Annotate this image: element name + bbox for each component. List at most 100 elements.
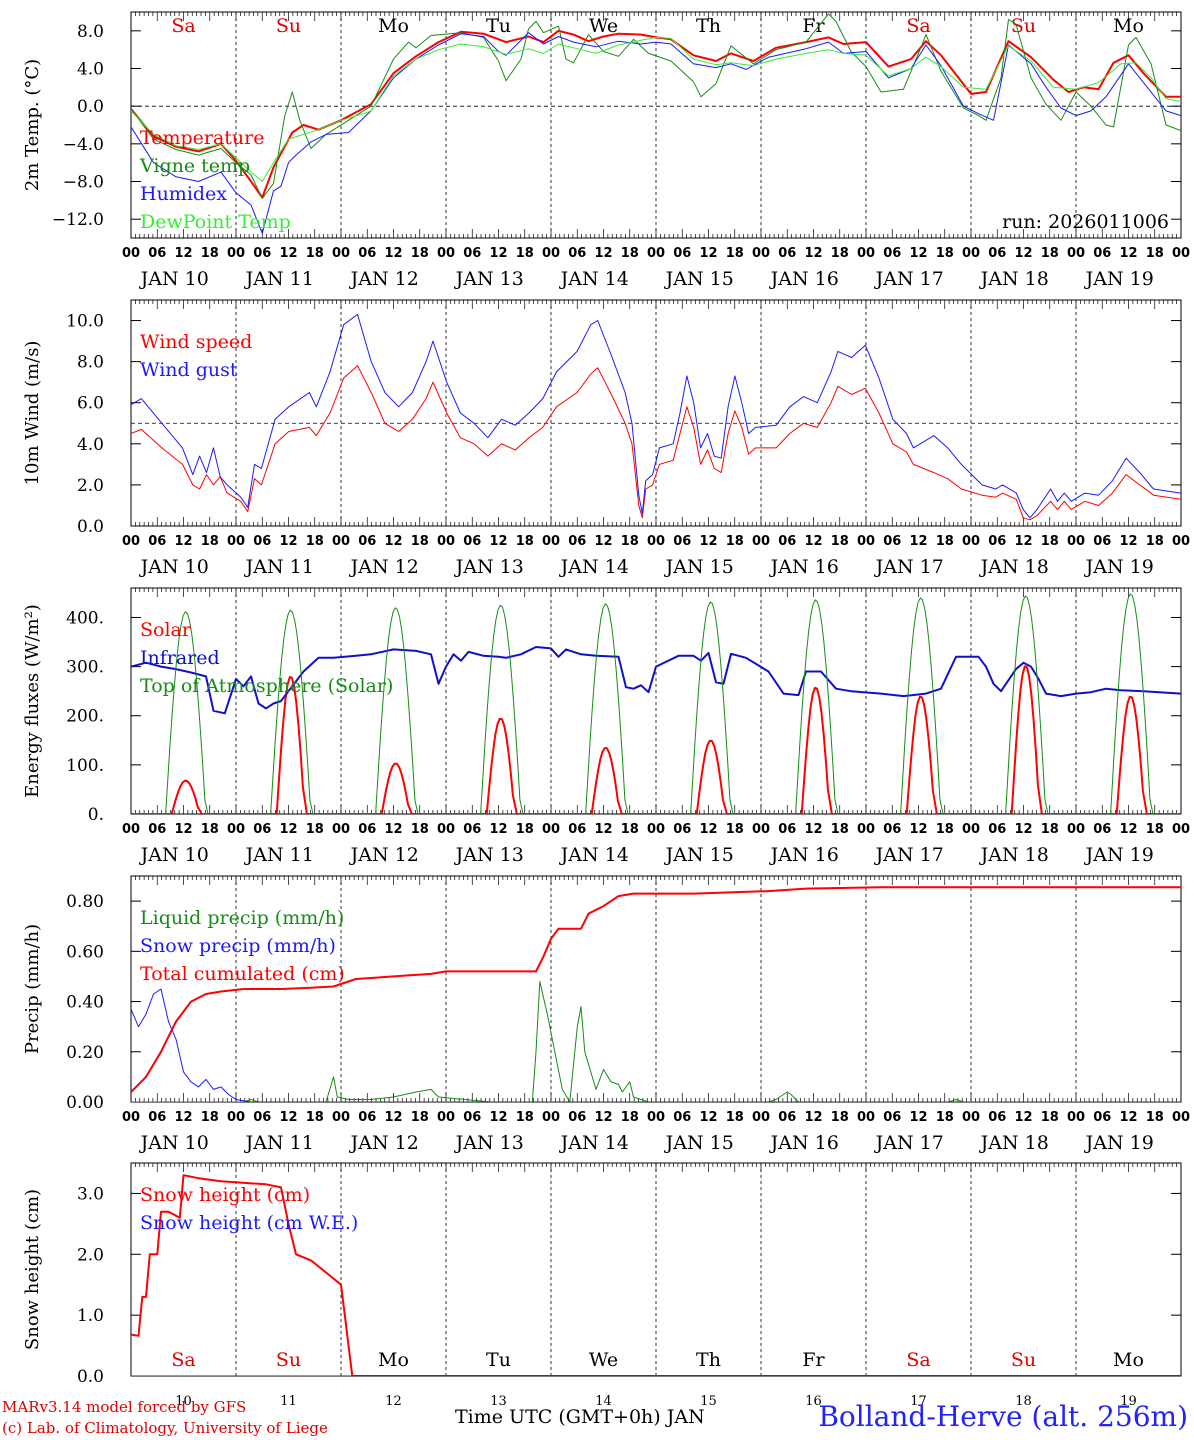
day-label: JAN 11 (244, 268, 314, 290)
day-label: JAN 13 (454, 844, 524, 866)
hour-tick-label: 00 (962, 822, 980, 837)
hour-tick-label: 18 (621, 246, 639, 261)
hour-tick-label: 12 (489, 534, 507, 549)
y-axis-title: 2m Temp. (°C) (22, 59, 43, 191)
series-line-vigne-temp (131, 13, 1181, 199)
hour-tick-label: 12 (594, 246, 612, 261)
hour-tick-label: 06 (778, 1110, 796, 1125)
day-label: JAN 12 (349, 268, 419, 290)
day-number-label: 18 (1015, 1394, 1032, 1409)
day-label: JAN 16 (769, 1132, 839, 1154)
hour-tick-label: 18 (411, 534, 429, 549)
hour-tick-label: 12 (1119, 246, 1137, 261)
hour-tick-label: 12 (279, 534, 297, 549)
hour-tick-label: 18 (831, 246, 849, 261)
hour-tick-label: 06 (883, 1110, 901, 1125)
hour-tick-label: 00 (1172, 246, 1190, 261)
hour-tick-label: 12 (699, 246, 717, 261)
hour-tick-label: 00 (542, 1110, 560, 1125)
y-tick-label: 8.0 (77, 353, 104, 373)
series-group (131, 886, 1181, 1102)
hour-tick-label: 00 (122, 534, 140, 549)
hour-tick-label: 18 (306, 822, 324, 837)
hour-tick-label: 06 (568, 822, 586, 837)
hour-tick-label: 18 (1146, 822, 1164, 837)
weekday-label: We (589, 15, 618, 37)
day-label: JAN 10 (139, 556, 209, 578)
hour-tick-label: 06 (568, 534, 586, 549)
hour-tick-label: 06 (463, 1110, 481, 1125)
hour-tick-label: 18 (621, 1110, 639, 1125)
hour-tick-label: 00 (332, 822, 350, 837)
model-credit: MARv3.14 model forced by GFS (2, 1398, 247, 1416)
hour-tick-label: 12 (174, 534, 192, 549)
hour-tick-label: 12 (699, 534, 717, 549)
hour-tick-label: 12 (279, 246, 297, 261)
legend-entry: Snow height (cm) (140, 1184, 310, 1206)
hour-tick-label: 00 (1067, 1110, 1085, 1125)
hour-tick-label: 12 (489, 1110, 507, 1125)
day-label: JAN 14 (559, 556, 629, 578)
day-number-label: 19 (1120, 1394, 1137, 1409)
hour-tick-label: 06 (148, 822, 166, 837)
hour-tick-label: 00 (1067, 534, 1085, 549)
y-tick-label: 0.00 (66, 1093, 104, 1113)
day-label: JAN 19 (1084, 268, 1154, 290)
hour-tick-label: 06 (463, 534, 481, 549)
series-line-wind-gust (131, 313, 1181, 519)
hour-tick-label: 12 (1014, 1110, 1032, 1125)
hour-tick-label: 06 (778, 822, 796, 837)
hour-tick-label: 18 (201, 822, 219, 837)
hour-tick-label: 00 (1067, 246, 1085, 261)
hour-tick-label: 12 (909, 1110, 927, 1125)
hour-tick-label: 06 (148, 1110, 166, 1125)
hour-tick-label: 00 (857, 246, 875, 261)
hour-tick-label: 06 (148, 246, 166, 261)
day-label: JAN 13 (454, 1132, 524, 1154)
hour-tick-label: 18 (516, 246, 534, 261)
series-line-dewpoint-temp (131, 36, 1181, 182)
y-tick-label: 400. (66, 608, 104, 628)
hour-tick-label: 12 (804, 246, 822, 261)
day-label: JAN 11 (244, 556, 314, 578)
y-tick-label: 2.0 (77, 476, 104, 496)
day-label: JAN 18 (979, 1132, 1049, 1154)
hour-tick-label: 18 (831, 534, 849, 549)
hour-tick-label: 00 (332, 534, 350, 549)
y-tick-label: 8.0 (77, 22, 104, 42)
hour-tick-label: 00 (962, 246, 980, 261)
y-tick-label: 0.20 (66, 1043, 104, 1063)
weekday-label: Fr (802, 15, 825, 37)
hour-tick-label: 00 (647, 534, 665, 549)
day-label: JAN 11 (244, 844, 314, 866)
hour-tick-label: 12 (384, 534, 402, 549)
day-number-label: 11 (280, 1394, 297, 1409)
day-label: JAN 12 (349, 844, 419, 866)
hour-tick-label: 00 (857, 822, 875, 837)
hour-tick-label: 12 (384, 822, 402, 837)
day-label: JAN 19 (1084, 844, 1154, 866)
day-label: JAN 18 (979, 844, 1049, 866)
y-tick-label: 0.0 (77, 97, 104, 117)
run-label: run: 2026011006 (1002, 211, 1169, 233)
hour-tick-label: 06 (253, 534, 271, 549)
legend-entry: Vigne temp (139, 155, 250, 177)
hour-tick-label: 00 (1172, 1110, 1190, 1125)
hour-tick-label: 18 (726, 246, 744, 261)
hour-tick-label: 18 (1146, 246, 1164, 261)
legend-entry: Top of Atmosphere (Solar) (140, 675, 393, 697)
hour-tick-label: 00 (1172, 822, 1190, 837)
y-tick-label: 0.0 (77, 517, 104, 537)
legend-entry: Wind speed (140, 331, 252, 353)
hour-tick-label: 18 (306, 534, 324, 549)
hour-tick-label: 18 (1041, 246, 1059, 261)
hour-tick-label: 18 (411, 822, 429, 837)
day-label: JAN 10 (139, 268, 209, 290)
hour-tick-label: 06 (673, 822, 691, 837)
hour-tick-label: 06 (358, 534, 376, 549)
hour-tick-label: 00 (542, 246, 560, 261)
hour-tick-label: 12 (489, 246, 507, 261)
day-label: JAN 11 (244, 1132, 314, 1154)
hour-tick-label: 06 (1093, 1110, 1111, 1125)
weekday-label: Mo (1113, 1349, 1144, 1371)
